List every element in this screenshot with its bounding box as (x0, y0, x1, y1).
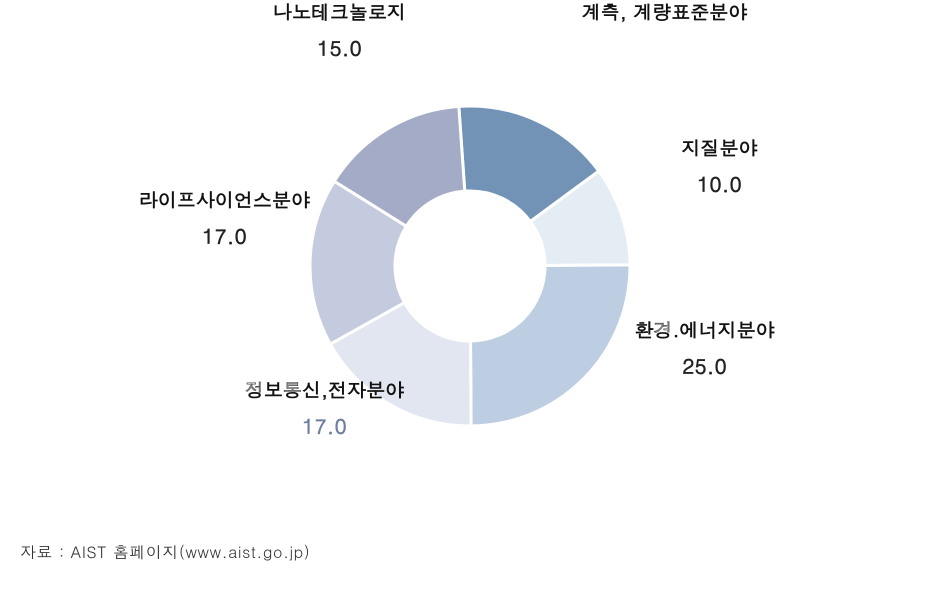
segment-label: 라이프사이언스분야 (125, 186, 325, 213)
segment-label-group: 지질분야 (620, 134, 820, 161)
segment-value-group: 15.0 (240, 28, 440, 62)
segment-label-group: 환경.에너지분야 (605, 316, 805, 343)
segment-value: 15.0 (240, 32, 440, 62)
segment-label: 정보통신,전자분야 (225, 376, 425, 403)
segment-label-group: 정보통신,전자분야 (225, 376, 425, 403)
segment-value: 17.0 (125, 220, 325, 250)
segment-label-group: 라이프사이언스분야 (125, 186, 325, 213)
segment-value-group: 17.0 (125, 216, 325, 250)
segment-value-group: 17.0 (225, 406, 425, 440)
segment-label-group: 나노테크놀로지 (240, 0, 440, 25)
segment-label: 나노테크놀로지 (240, 0, 440, 25)
segment-value-group: 25.0 (605, 346, 805, 380)
segment-value: 10.0 (620, 168, 820, 198)
donut-chart-container: 계측, 계량표준분야16.0지질분야10.0환경.에너지분야25.0정보통신,전… (170, 16, 770, 516)
segment-value: 17.0 (225, 410, 425, 440)
segment-value: 16.0 (565, 32, 765, 62)
segment-label-group: 계측, 계량표준분야 (565, 0, 765, 25)
segment-value-group: 10.0 (620, 164, 820, 198)
segment-value-group: 16.0 (565, 28, 765, 62)
segment-label: 계측, 계량표준분야 (565, 0, 765, 25)
segment-label: 환경.에너지분야 (605, 316, 805, 343)
source-citation: 자료 : AIST 홈페이지(www.aist.go.jp) (20, 540, 310, 563)
segment-label: 지질분야 (620, 134, 820, 161)
segment-value: 25.0 (605, 350, 805, 380)
